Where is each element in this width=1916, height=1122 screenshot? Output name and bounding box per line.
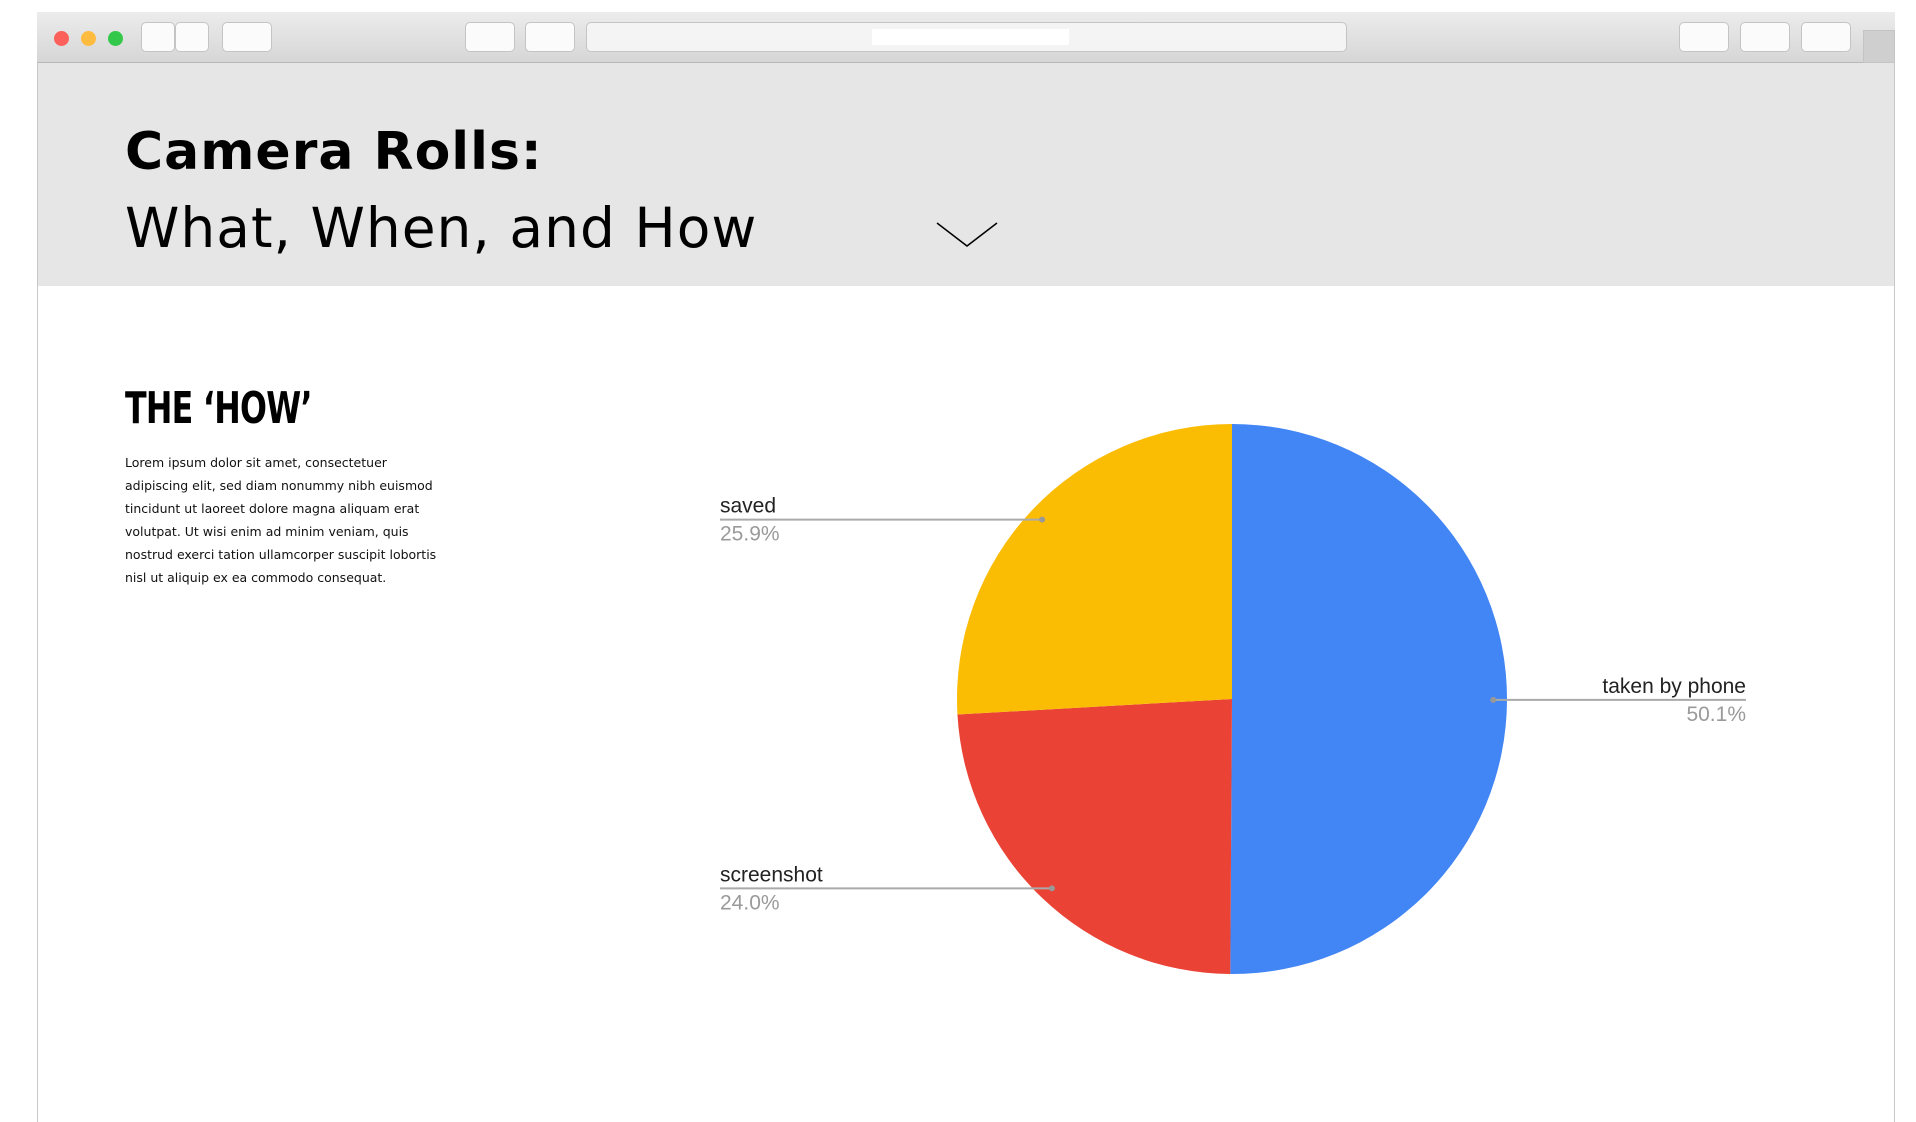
leader-dot (1039, 516, 1046, 523)
new-tab-button[interactable] (1863, 30, 1895, 63)
close-button[interactable] (54, 31, 69, 46)
slice (1230, 424, 1508, 974)
toolbar (37, 12, 1895, 63)
header (38, 63, 1894, 286)
forward-button[interactable] (175, 22, 209, 52)
minimize-button[interactable] (81, 31, 96, 46)
leader-dot (1048, 885, 1055, 892)
tabs-button[interactable] (1801, 22, 1851, 52)
section-title: THE ‘HOW’ (125, 383, 312, 434)
slice-label: saved (720, 495, 776, 518)
share-button[interactable] (1740, 22, 1790, 52)
slice-label: screenshot (720, 863, 823, 886)
chevron[interactable] (936, 222, 998, 248)
back-button[interactable] (141, 22, 175, 52)
leader-dot (1490, 696, 1497, 703)
search-button[interactable] (465, 22, 515, 52)
slice-value-label: 25.9% (720, 523, 780, 546)
downloads-button[interactable] (1679, 22, 1729, 52)
zoom-button[interactable] (108, 31, 123, 46)
slice-label: taken by phone (1602, 675, 1746, 698)
find-button[interactable] (525, 22, 575, 52)
sidebar-button[interactable] (222, 22, 272, 52)
slice (957, 424, 1232, 715)
slice (957, 699, 1232, 974)
address-bar[interactable] (586, 22, 1347, 52)
slice-value-label: 50.1% (1686, 703, 1746, 726)
title: Camera Rolls: (125, 122, 543, 182)
url (872, 29, 1069, 45)
subtitle: What, When, and How (125, 196, 758, 260)
slice-value-label: 24.0% (720, 891, 780, 914)
paragraph: Lorem ipsum dolor sit amet, consectetuer… (125, 455, 437, 585)
